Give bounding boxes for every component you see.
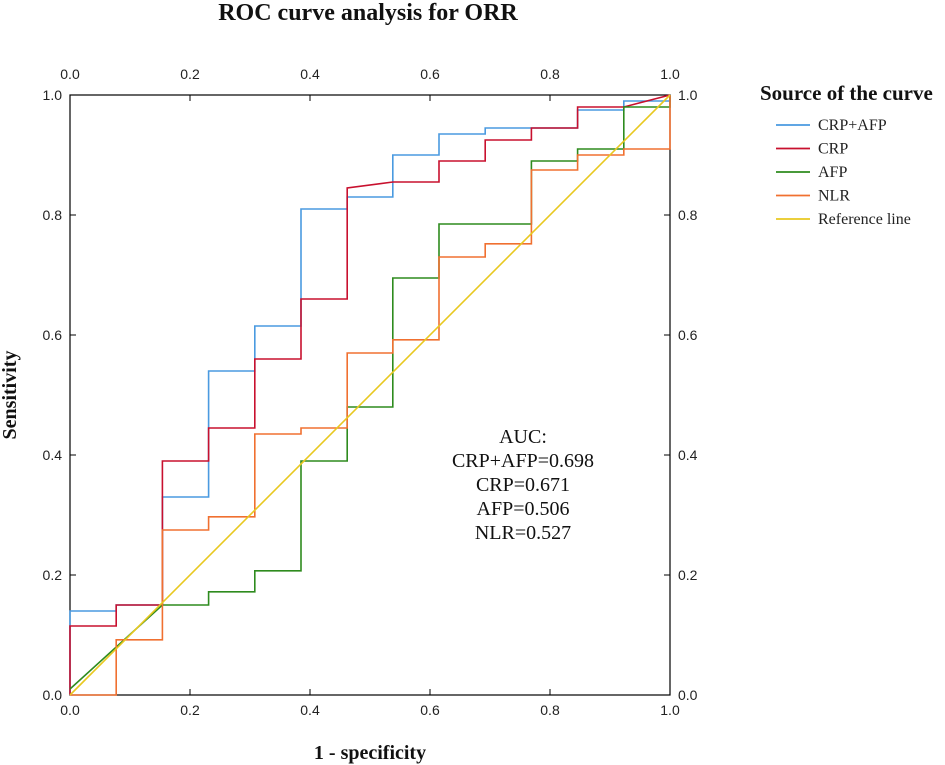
x-axis-title: 1 - specificity [314, 742, 426, 764]
y-tick-label-left: 1.0 [43, 87, 63, 103]
y-tick-label-right: 0.8 [678, 207, 698, 223]
y-tick-label-left: 0.0 [43, 687, 63, 703]
x-tick-label-top: 0.6 [420, 66, 440, 82]
legend-item-afp: AFP [776, 164, 847, 181]
y-axis-title: Sensitivity [0, 351, 21, 440]
legend-label: Reference line [818, 211, 911, 228]
legend-label: CRP+AFP [818, 117, 887, 134]
series-line-reference-line [69, 94, 671, 696]
x-axis-bottom: 0.0 0.2 0.4 0.6 0.8 1.0 [60, 689, 680, 718]
x-tick-label-bottom: 0.2 [180, 702, 200, 718]
y-tick-label-right: 0.2 [678, 567, 698, 583]
y-tick-label-right: 1.0 [678, 87, 698, 103]
legend-item-nlr: NLR [776, 188, 850, 205]
x-tick-label-top: 0.4 [300, 66, 320, 82]
legend-label: NLR [818, 188, 850, 205]
legend-item-crp-afp: CRP+AFP [776, 117, 887, 134]
x-tick-label-top: 1.0 [660, 66, 680, 82]
legend-item-crp: CRP [776, 141, 848, 158]
y-axis-right: 0.0 0.2 0.4 0.6 0.8 1.0 [664, 87, 698, 703]
legend-title: Source of the curve [760, 81, 933, 105]
y-tick-label-right: 0.4 [678, 447, 698, 463]
auc-line-nlr: NLR=0.527 [475, 522, 571, 544]
x-tick-label-top: 0.2 [180, 66, 200, 82]
legend-label: AFP [818, 164, 847, 181]
y-tick-label-left: 0.4 [43, 447, 63, 463]
auc-line-header: AUC: [499, 426, 547, 448]
y-tick-label-left: 0.2 [43, 567, 63, 583]
x-axis-top: 0.0 0.2 0.4 0.6 0.8 1.0 [60, 66, 680, 101]
y-tick-label-right: 0.6 [678, 327, 698, 343]
legend: CRP+AFP CRP AFP NLR Reference line [776, 117, 911, 228]
x-tick-label-top: 0.0 [60, 66, 80, 82]
series-line-afp [69, 95, 671, 690]
x-tick-label-bottom: 0.4 [300, 702, 320, 718]
auc-line-crp-afp: CRP+AFP=0.698 [452, 450, 594, 472]
y-axis-left: 0.0 0.2 0.4 0.6 0.8 1.0 [43, 87, 76, 703]
x-tick-label-top: 0.8 [540, 66, 560, 82]
auc-annotation: AUC: CRP+AFP=0.698 CRP=0.671 AFP=0.506 N… [452, 426, 594, 544]
legend-item-reference-line: Reference line [776, 211, 911, 228]
x-tick-label-bottom: 0.6 [420, 702, 440, 718]
series-line-nlr [70, 95, 671, 696]
x-tick-label-bottom: 0.8 [540, 702, 560, 718]
x-tick-label-bottom: 0.0 [60, 702, 80, 718]
legend-label: CRP [818, 141, 848, 158]
chart-title: ROC curve analysis for ORR [218, 0, 518, 26]
series-layer [69, 94, 671, 696]
plot-frame [69, 94, 671, 696]
y-tick-label-left: 0.6 [43, 327, 63, 343]
auc-line-afp: AFP=0.506 [477, 498, 570, 520]
auc-line-crp: CRP=0.671 [476, 474, 570, 496]
x-tick-label-bottom: 1.0 [660, 702, 680, 718]
y-tick-label-right: 0.0 [678, 687, 698, 703]
y-tick-label-left: 0.8 [43, 207, 63, 223]
